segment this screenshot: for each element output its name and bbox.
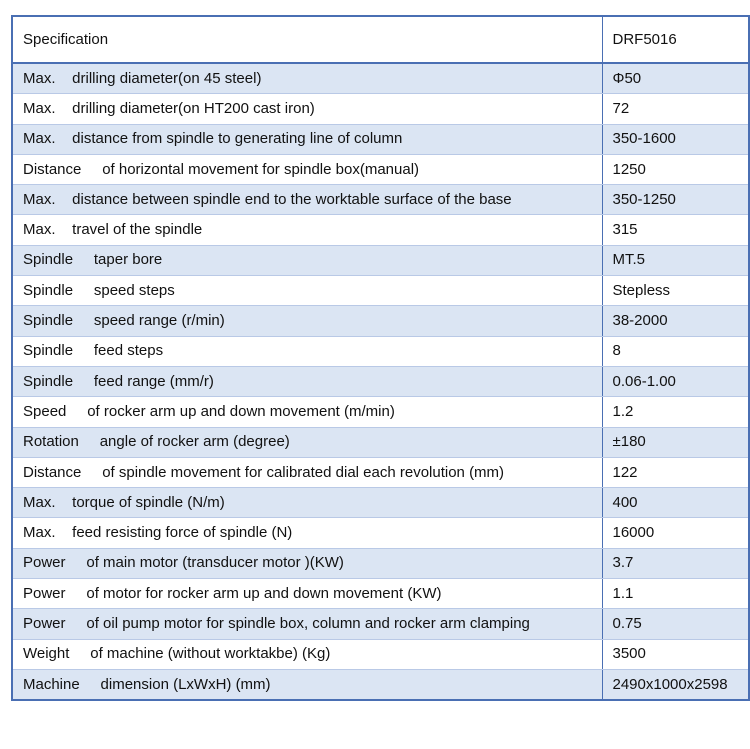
table-row: Distance of horizontal movement for spin… (11, 153, 750, 186)
table-row: Max. feed resisting force of spindle (N)… (11, 517, 750, 549)
spec-value: 72 (601, 93, 750, 125)
spec-value: MT.5 (601, 244, 750, 277)
spec-table: Specification DRF5016 Max. drilling diam… (11, 15, 750, 702)
table-row: Weight of machine (without worktakbe) (K… (11, 638, 750, 670)
table-row: Spindle feed range (mm/r) 0.06-1.00 (11, 365, 750, 398)
table-row: Machine dimension (LxWxH) (mm) 2490x1000x… (11, 668, 750, 701)
spec-value: Stepless (601, 275, 750, 307)
spec-name: Spindle speed steps (11, 275, 603, 307)
spec-value: 1.1 (601, 578, 750, 610)
spec-value: 2490x1000x2598 (601, 668, 750, 701)
spec-value: 38-2000 (601, 305, 750, 337)
header-model: DRF5016 (601, 15, 750, 64)
table-row: Power of main motor (transducer motor )(… (11, 547, 750, 580)
table-row: Power of oil pump motor for spindle box,… (11, 608, 750, 640)
spec-name: Distance of horizontal movement for spin… (11, 153, 603, 186)
table-row: Spindle speed range (r/min) 38-2000 (11, 305, 750, 337)
table-row: Distance of spindle movement for calibra… (11, 456, 750, 489)
spec-value: 315 (601, 214, 750, 246)
table-row: Rotation angle of rocker arm (degree) ±18… (11, 426, 750, 458)
spec-name: Speed of rocker arm up and down movement… (11, 396, 603, 428)
table-row: Max. travel of the spindle 315 (11, 214, 750, 246)
spec-value: 1.2 (601, 396, 750, 428)
spec-value: ±180 (601, 426, 750, 458)
spec-name: Max. distance between spindle end to the… (11, 184, 603, 216)
spec-value: 3500 (601, 638, 750, 670)
spec-value: 16000 (601, 517, 750, 549)
spec-name: Power of oil pump motor for spindle box,… (11, 608, 603, 640)
spec-name: Max. drilling diameter(on HT200 cast iro… (11, 93, 603, 125)
spec-name: Spindle feed steps (11, 335, 603, 367)
spec-value: 3.7 (601, 547, 750, 580)
table-row: Max. distance from spindle to generating… (11, 123, 750, 155)
table-row: Spindle feed steps 8 (11, 335, 750, 367)
spec-value: 350-1600 (601, 123, 750, 155)
spec-name: Max. feed resisting force of spindle (N) (11, 517, 603, 549)
table-row: Speed of rocker arm up and down movement… (11, 396, 750, 428)
spec-name: Spindle feed range (mm/r) (11, 365, 603, 398)
table-header-row: Specification DRF5016 (11, 15, 750, 64)
spec-name: Distance of spindle movement for calibra… (11, 456, 603, 489)
spec-value: 8 (601, 335, 750, 367)
spec-name: Rotation angle of rocker arm (degree) (11, 426, 603, 458)
spec-name: Max. travel of the spindle (11, 214, 603, 246)
spec-name: Power of main motor (transducer motor )(… (11, 547, 603, 580)
spec-value: 1250 (601, 153, 750, 186)
table-row: Spindle taper bore MT.5 (11, 244, 750, 277)
table-row: Max. drilling diameter(on HT200 cast iro… (11, 93, 750, 125)
spec-name: Spindle taper bore (11, 244, 603, 277)
spec-table-container: Specification DRF5016 Max. drilling diam… (11, 15, 750, 702)
spec-name: Weight of machine (without worktakbe) (K… (11, 638, 603, 670)
table-row: Max. torque of spindle (N/m) 400 (11, 487, 750, 519)
spec-name: Spindle speed range (r/min) (11, 305, 603, 337)
spec-value: 400 (601, 487, 750, 519)
spec-value: 0.75 (601, 608, 750, 640)
spec-value: 350-1250 (601, 184, 750, 216)
table-row: Power of motor for rocker arm up and dow… (11, 578, 750, 610)
spec-value: 122 (601, 456, 750, 489)
spec-name: Max. distance from spindle to generating… (11, 123, 603, 155)
spec-value: Φ50 (601, 62, 750, 95)
spec-name: Machine dimension (LxWxH) (mm) (11, 668, 603, 701)
header-specification: Specification (11, 15, 603, 64)
spec-name: Max. drilling diameter(on 45 steel) (11, 62, 603, 95)
spec-value: 0.06-1.00 (601, 365, 750, 398)
table-row: Max. distance between spindle end to the… (11, 184, 750, 216)
table-row: Spindle speed steps Stepless (11, 275, 750, 307)
spec-name: Max. torque of spindle (N/m) (11, 487, 603, 519)
table-row: Max. drilling diameter(on 45 steel) Φ50 (11, 62, 750, 95)
spec-name: Power of motor for rocker arm up and dow… (11, 578, 603, 610)
